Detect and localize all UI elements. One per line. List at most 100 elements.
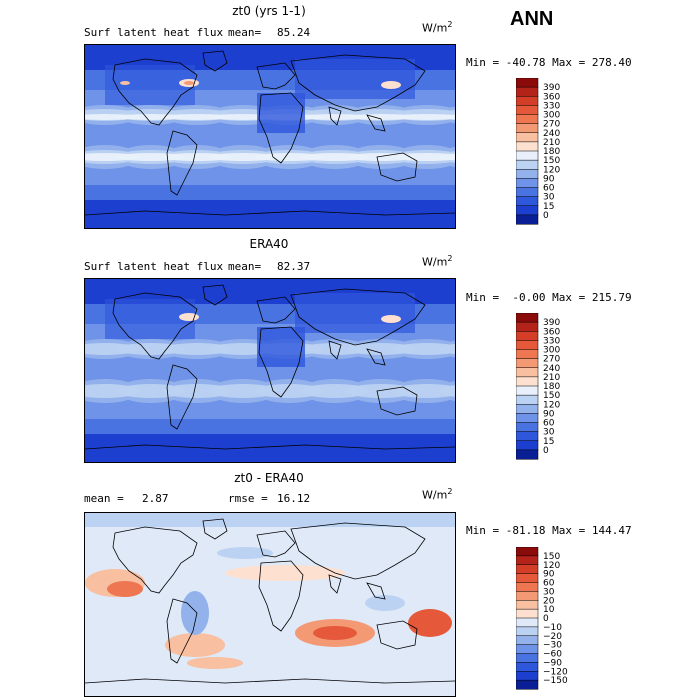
colorbar-tick-label: 120 bbox=[543, 165, 560, 175]
colorbar-tick-label: 330 bbox=[543, 101, 560, 111]
colorbar-tick-label: 330 bbox=[543, 336, 560, 346]
colorbar-tick-label: 180 bbox=[543, 382, 560, 392]
colorbar-swatch bbox=[515, 187, 539, 198]
colorbar-swatch bbox=[515, 331, 539, 341]
colorbar-tick-label: 240 bbox=[543, 129, 560, 139]
season-label: ANN bbox=[510, 8, 554, 30]
colorbar-swatch bbox=[515, 178, 539, 189]
colorbar-swatch bbox=[515, 150, 539, 161]
colorbar-tick-label: 120 bbox=[543, 561, 560, 571]
colorbar-tick-label: 150 bbox=[543, 391, 560, 401]
panel-3-rmse-label: rmse = bbox=[228, 492, 268, 505]
colorbar-tick-label: 30 bbox=[543, 587, 555, 597]
colorbar-swatch bbox=[515, 404, 539, 414]
panel-3-mean-label: mean = bbox=[84, 492, 124, 505]
colorbar-swatch bbox=[515, 653, 539, 663]
colorbar-tick-label: 10 bbox=[543, 605, 555, 615]
panel-2-colorbar: 390 360 330 300 270 240 210 180 150 120 90 60 30 15 0 bbox=[515, 312, 576, 463]
colorbar-tick-label: 150 bbox=[543, 156, 560, 166]
colorbar-swatch bbox=[515, 591, 539, 601]
colorbar-swatch bbox=[515, 635, 539, 646]
colorbar-swatch bbox=[515, 546, 539, 557]
colorbar-tick-label: 300 bbox=[543, 346, 560, 356]
panel-3-colorbar: 150 120 90 60 30 20 10 0 −10 −20 −30 −60 −90 −120 −150 bbox=[515, 546, 576, 692]
colorbar-swatch bbox=[515, 385, 539, 396]
colorbar-swatch bbox=[515, 564, 539, 575]
colorbar-swatch bbox=[515, 358, 539, 369]
colorbar-tick-label: 270 bbox=[543, 120, 560, 130]
colorbar-swatch bbox=[515, 114, 539, 125]
colorbar-tick-label: 20 bbox=[543, 596, 555, 606]
colorbar-swatch bbox=[515, 608, 539, 619]
panel-3-rmse-value: 16.12 bbox=[277, 492, 311, 505]
colorbar-swatch bbox=[515, 340, 539, 351]
colorbar-tick-label: 360 bbox=[543, 327, 560, 337]
colorbar-swatch bbox=[515, 644, 539, 655]
colorbar-swatch bbox=[515, 573, 539, 584]
panel-3-mean-value: 2.87 bbox=[142, 492, 169, 505]
colorbar-tick-label: 0 bbox=[543, 446, 549, 456]
colorbar-tick-label: 30 bbox=[543, 428, 555, 438]
colorbar-swatch bbox=[515, 617, 539, 628]
colorbar-tick-label: 180 bbox=[543, 147, 560, 157]
colorbar-swatch bbox=[515, 77, 539, 88]
colorbar-tick-label: 15 bbox=[543, 202, 554, 212]
panel-1-minmax: Min = -40.78 Max = 278.40 bbox=[466, 56, 632, 69]
colorbar-tick-label: 300 bbox=[543, 111, 560, 121]
colorbar-tick-label: 150 bbox=[543, 552, 560, 562]
colorbar-swatch bbox=[515, 312, 539, 323]
colorbar-tick-label: −120 bbox=[543, 667, 568, 677]
colorbar-tick-label: 360 bbox=[543, 92, 560, 102]
colorbar-tick-label: −30 bbox=[543, 641, 562, 651]
panel-2-title: ERA40 bbox=[249, 237, 289, 251]
colorbar-tick-label: 90 bbox=[543, 174, 555, 184]
panel-1-colorbar: 390 360 330 300 270 240 210 180 150 120 90 60 30 15 0 bbox=[515, 77, 576, 228]
colorbar-tick-label: 270 bbox=[543, 355, 560, 365]
colorbar-swatch bbox=[515, 159, 539, 170]
colorbar-tick-label: 90 bbox=[543, 570, 555, 580]
colorbar-swatch bbox=[515, 214, 539, 225]
colorbar-swatch bbox=[515, 662, 539, 672]
colorbar-swatch bbox=[515, 422, 539, 433]
panel-1-mean-value: 85.24 bbox=[277, 26, 311, 39]
colorbar-swatch bbox=[515, 582, 539, 592]
colorbar-swatch bbox=[515, 671, 539, 681]
panel-2-field-label: Surf latent heat flux bbox=[84, 260, 224, 273]
colorbar-swatch bbox=[515, 96, 539, 106]
colorbar-swatch bbox=[515, 626, 539, 637]
colorbar-swatch bbox=[515, 449, 539, 460]
panel-1-field-label: Surf latent heat flux bbox=[84, 26, 224, 39]
panel-3-title: zt0 - ERA40 bbox=[234, 471, 304, 485]
colorbar-swatch bbox=[515, 440, 539, 451]
colorbar-swatch bbox=[515, 105, 539, 116]
colorbar-tick-label: 240 bbox=[543, 364, 560, 374]
colorbar-tick-label: −60 bbox=[543, 650, 562, 660]
panel-1-map bbox=[84, 44, 456, 229]
colorbar-swatch bbox=[515, 431, 539, 442]
colorbar-swatch bbox=[515, 555, 539, 566]
colorbar-swatch bbox=[515, 367, 539, 378]
colorbar-tick-label: 60 bbox=[543, 184, 555, 194]
panel-2-mean-value: 82.37 bbox=[277, 260, 311, 273]
colorbar-swatch bbox=[515, 132, 539, 143]
colorbar-swatch bbox=[515, 394, 539, 405]
colorbar-tick-label: 120 bbox=[543, 400, 560, 410]
panel-3-units: W/m2 bbox=[422, 487, 453, 502]
colorbar-tick-label: 210 bbox=[543, 138, 560, 148]
colorbar-swatch bbox=[515, 321, 539, 332]
colorbar-tick-label: −90 bbox=[543, 658, 562, 668]
panel-1-title: zt0 (yrs 1-1) bbox=[232, 4, 306, 18]
panel-2-units: W/m2 bbox=[422, 254, 453, 269]
colorbar-swatch bbox=[515, 123, 539, 134]
colorbar-tick-label: 0 bbox=[543, 211, 549, 221]
colorbar-tick-label: 390 bbox=[543, 83, 560, 93]
panel-3-map bbox=[84, 512, 456, 697]
panel-1-mean-label: mean= bbox=[228, 26, 262, 39]
panel-2-minmax: Min = -0.00 Max = 215.79 bbox=[466, 291, 632, 304]
colorbar-tick-label: 15 bbox=[543, 437, 554, 447]
colorbar-swatch bbox=[515, 196, 539, 207]
colorbar-tick-label: 0 bbox=[543, 614, 549, 624]
colorbar-tick-label: 60 bbox=[543, 579, 555, 589]
colorbar-tick-label: −150 bbox=[543, 676, 568, 686]
panel-2-mean-label: mean= bbox=[228, 260, 262, 273]
